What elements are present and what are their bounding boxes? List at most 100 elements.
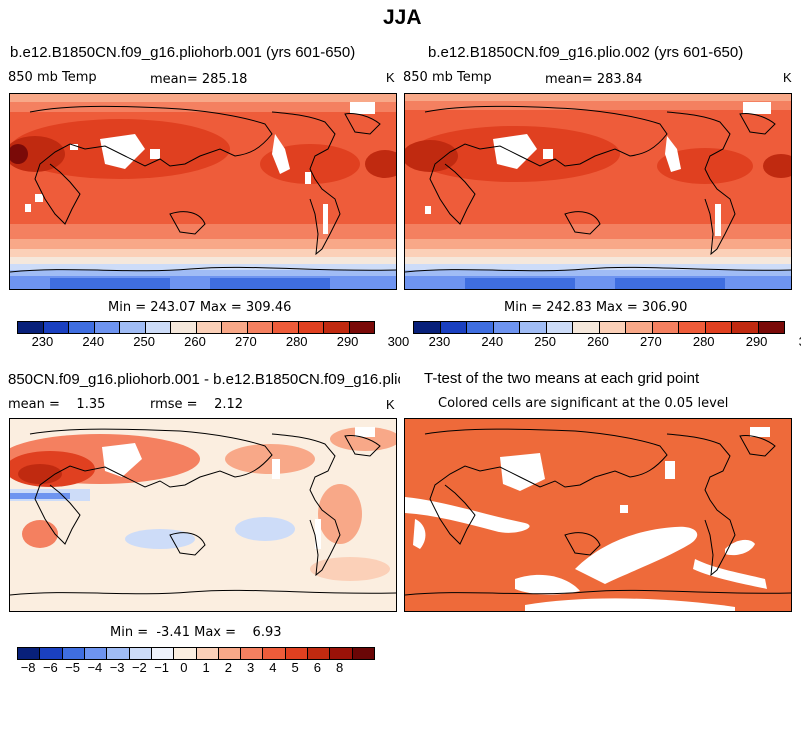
colorbar-swatch (84, 648, 108, 659)
panel1-variable: 850 mb Temp (8, 70, 97, 85)
colorbar-tick-label: 270 (639, 334, 662, 349)
colorbar-tick-label: 6 (313, 660, 321, 675)
colorbar-swatch (222, 322, 248, 333)
colorbar-tick-label: −5 (65, 660, 81, 675)
colorbar-tick-label: −8 (20, 660, 36, 675)
panel2-units: K (783, 70, 792, 85)
panel1-minmax: Min = 243.07 Max = 309.46 (108, 300, 292, 315)
colorbar-swatch (324, 322, 350, 333)
colorbar-tick-label: −2 (131, 660, 147, 675)
colorbar-swatch (285, 648, 309, 659)
panel3-minmax: Min = -3.41 Max = 6.93 (110, 625, 282, 640)
colorbar-tick-label: 0 (180, 660, 188, 675)
panel4-subtitle: Colored cells are significant at the 0.0… (438, 396, 729, 411)
colorbar-swatch (241, 648, 264, 659)
colorbar-tick-label: 250 (534, 334, 556, 349)
colorbar-tick-label: 290 (336, 334, 359, 349)
colorbar-swatch (732, 322, 759, 333)
panel1-colorbar (17, 321, 375, 334)
colorbar-swatch (145, 322, 171, 333)
colorbar-swatch (69, 322, 95, 333)
panel3-units: K (386, 397, 395, 412)
panel3-map (9, 418, 397, 612)
panel2-variable: 850 mb Temp (403, 70, 492, 85)
panel2-map-plot (405, 94, 791, 289)
panel1-title: b.e12.B1850CN.f09_g16.pliohorb.001 (yrs … (10, 44, 356, 61)
colorbar-tick-label: 260 (587, 334, 609, 349)
colorbar-swatch (94, 322, 120, 333)
colorbar-tick-label: 8 (336, 660, 344, 675)
colorbar-tick-label: 260 (184, 334, 206, 349)
panel2-map (404, 93, 792, 290)
colorbar-tick-label: 290 (745, 334, 768, 349)
colorbar-swatch (626, 322, 653, 333)
colorbar-tick-label: 250 (133, 334, 155, 349)
colorbar-swatch (705, 322, 732, 333)
colorbar-swatch (352, 648, 374, 659)
colorbar-tick-label: 230 (428, 334, 451, 349)
colorbar-tick-label: 4 (269, 660, 277, 675)
colorbar-swatch (273, 322, 299, 333)
colorbar-tick-label: 270 (234, 334, 257, 349)
colorbar-tick-label: 5 (291, 660, 299, 675)
panel3-title: 850CN.f09_g16.pliohorb.001 - b.e12.B1850… (8, 371, 400, 388)
colorbar-tick-label: −3 (109, 660, 125, 675)
colorbar-swatch (196, 322, 222, 333)
colorbar-swatch (247, 322, 273, 333)
panel4-title: T-test of the two means at each grid poi… (424, 370, 700, 387)
colorbar-swatch (196, 648, 219, 659)
panel2-colorbar (413, 321, 785, 334)
colorbar-tick-label: 240 (82, 334, 105, 349)
colorbar-swatch (599, 322, 626, 333)
colorbar-swatch (218, 648, 242, 659)
colorbar-swatch (679, 322, 706, 333)
panel1-mean: mean= 285.18 (150, 72, 248, 87)
colorbar-swatch (298, 322, 324, 333)
colorbar-swatch (40, 648, 63, 659)
colorbar-tick-label: 1 (202, 660, 210, 675)
colorbar-swatch (440, 322, 467, 333)
panel2-minmax: Min = 242.83 Max = 306.90 (504, 300, 688, 315)
colorbar-tick-label: −1 (154, 660, 170, 675)
colorbar-tick-label: 2 (224, 660, 232, 675)
colorbar-swatch (120, 322, 146, 333)
colorbar-tick-label: 280 (285, 334, 308, 349)
panel4-map-plot (405, 419, 791, 611)
colorbar-swatch (151, 648, 175, 659)
colorbar-tick-label: 300 (387, 334, 410, 349)
colorbar-swatch (414, 322, 441, 333)
colorbar-tick-label: −6 (42, 660, 58, 675)
colorbar-swatch (18, 648, 41, 659)
colorbar-swatch (652, 322, 679, 333)
colorbar-swatch (467, 322, 494, 333)
panel1-map (9, 93, 397, 290)
panel4-map (404, 418, 792, 612)
colorbar-tick-label: 280 (692, 334, 715, 349)
colorbar-swatch (493, 322, 520, 333)
panel1-units: K (386, 70, 395, 85)
colorbar-swatch (263, 648, 286, 659)
panel3-map-plot (10, 419, 396, 611)
colorbar-tick-label: 240 (481, 334, 504, 349)
panel3-mean: mean = 1.35 (8, 397, 106, 412)
panel3-colorbar (17, 647, 375, 660)
colorbar-swatch (43, 322, 69, 333)
colorbar-swatch (546, 322, 573, 333)
colorbar-swatch (758, 322, 784, 333)
panel2-title: b.e12.B1850CN.f09_g16.plio.002 (yrs 601-… (428, 44, 744, 61)
colorbar-swatch (171, 322, 197, 333)
colorbar-swatch (62, 648, 85, 659)
panel2-mean: mean= 283.84 (545, 72, 643, 87)
colorbar-swatch (174, 648, 197, 659)
colorbar-swatch (308, 648, 331, 659)
colorbar-tick-label: 3 (247, 660, 255, 675)
panel3-rmse: rmse = 2.12 (150, 397, 244, 412)
colorbar-tick-label: 300 (799, 334, 801, 349)
figure-title: JJA (383, 6, 422, 29)
colorbar-swatch (129, 648, 152, 659)
colorbar-swatch (330, 648, 353, 659)
colorbar-tick-label: −4 (87, 660, 103, 675)
colorbar-swatch (349, 322, 374, 333)
colorbar-swatch (520, 322, 547, 333)
colorbar-swatch (18, 322, 44, 333)
